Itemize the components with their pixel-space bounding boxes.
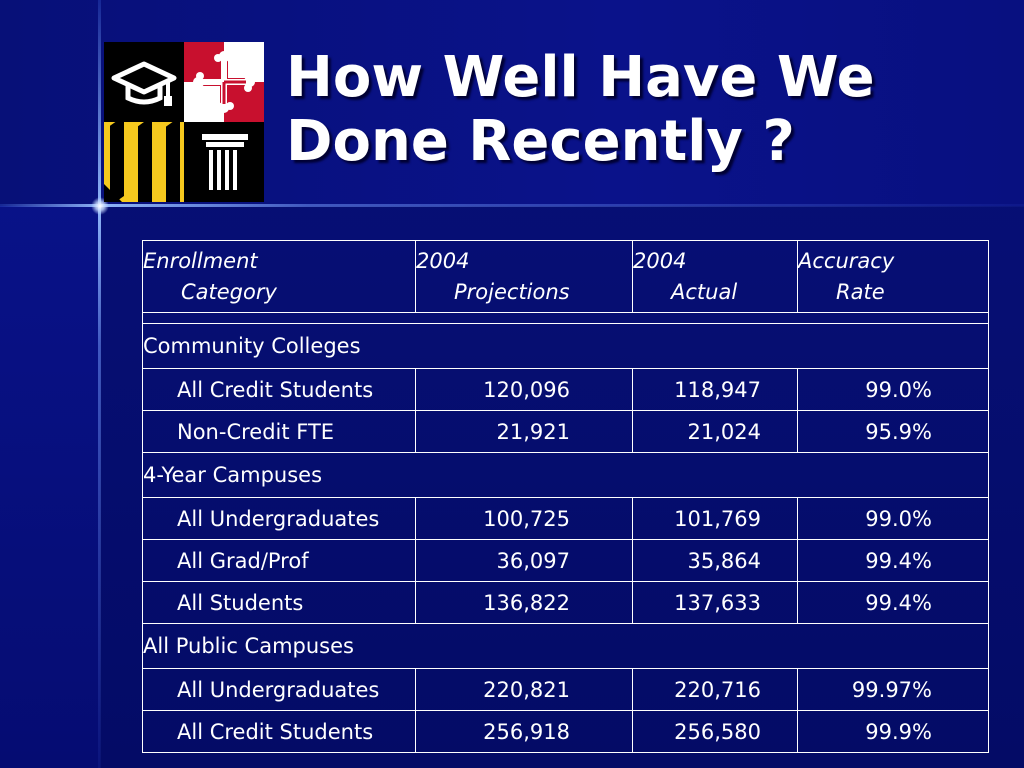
- cross-bottony-icon: [184, 42, 264, 122]
- section-title: 4-Year Campuses: [142, 452, 989, 498]
- enrollment-accuracy-table: Enrollment Category 2004 Projections 200…: [142, 240, 989, 753]
- maryland-logo: [104, 42, 264, 202]
- rate-cell: 99.9%: [797, 710, 989, 753]
- enrollment-table-wrapper: Enrollment Category 2004 Projections 200…: [142, 240, 989, 753]
- row-label: Non-Credit FTE: [142, 410, 416, 453]
- row-label: All Undergraduates: [142, 497, 416, 540]
- projection-cell: 36,097: [415, 539, 633, 582]
- row-label: All Undergraduates: [142, 668, 416, 711]
- section-title: Community Colleges: [142, 323, 989, 369]
- title-line-1: How Well Have We: [286, 45, 875, 110]
- header-line: 2004: [633, 248, 687, 273]
- table-row: All Credit Students 120,096 118,947 99.0…: [142, 368, 989, 411]
- projection-cell: 220,821: [415, 668, 633, 711]
- projection-cell: 120,096: [415, 368, 633, 411]
- table-row: All Students 136,822 137,633 99.4%: [142, 581, 989, 624]
- calvert-pattern-icon: [104, 122, 184, 202]
- header-actual: 2004 Actual: [632, 240, 798, 313]
- table-row: All Grad/Prof 36,097 35,864 99.4%: [142, 539, 989, 582]
- projection-cell: 100,725: [415, 497, 633, 540]
- actual-cell: 220,716: [632, 668, 798, 711]
- row-label: All Students: [142, 581, 416, 624]
- table-header-row: Enrollment Category 2004 Projections 200…: [142, 240, 989, 313]
- horizontal-light-line: [0, 204, 1024, 207]
- row-label: All Credit Students: [142, 368, 416, 411]
- vertical-light-line: [98, 0, 101, 768]
- projection-cell: 256,918: [415, 710, 633, 753]
- actual-cell: 256,580: [632, 710, 798, 753]
- row-label: All Grad/Prof: [142, 539, 416, 582]
- rate-cell: 99.4%: [797, 539, 989, 582]
- header-line: Enrollment: [143, 248, 258, 273]
- spacer-cell: [142, 312, 989, 324]
- table-row: Non-Credit FTE 21,921 21,024 95.9%: [142, 410, 989, 453]
- rate-cell: 95.9%: [797, 410, 989, 453]
- actual-cell: 137,633: [632, 581, 798, 624]
- rate-cell: 99.0%: [797, 368, 989, 411]
- table-row: All Credit Students 256,918 256,580 99.9…: [142, 710, 989, 753]
- header-projections: 2004 Projections: [415, 240, 633, 313]
- rate-cell: 99.97%: [797, 668, 989, 711]
- actual-cell: 118,947: [632, 368, 798, 411]
- projection-cell: 21,921: [415, 410, 633, 453]
- header-accuracy-rate: Accuracy Rate: [797, 240, 989, 313]
- header-line: Category: [181, 279, 277, 304]
- table-row: All Undergraduates 220,821 220,716 99.97…: [142, 668, 989, 711]
- rate-cell: 99.0%: [797, 497, 989, 540]
- actual-cell: 101,769: [632, 497, 798, 540]
- section-row: Community Colleges: [142, 323, 989, 369]
- projection-cell: 136,822: [415, 581, 633, 624]
- table-row: All Undergraduates 100,725 101,769 99.0%: [142, 497, 989, 540]
- table-spacer-row: [142, 312, 989, 324]
- graduation-cap-icon: [104, 42, 184, 122]
- section-row: 4-Year Campuses: [142, 452, 989, 498]
- header-line: 2004: [416, 248, 470, 273]
- header-enrollment-category: Enrollment Category: [142, 240, 416, 313]
- header-line: Accuracy: [798, 248, 895, 273]
- rate-cell: 99.4%: [797, 581, 989, 624]
- header-line: Actual: [671, 279, 738, 304]
- row-label: All Credit Students: [142, 710, 416, 753]
- section-title: All Public Campuses: [142, 623, 989, 669]
- actual-cell: 35,864: [632, 539, 798, 582]
- header-line: Projections: [454, 279, 570, 304]
- actual-cell: 21,024: [632, 410, 798, 453]
- slide-title: How Well Have We Done Recently ?: [286, 46, 986, 174]
- column-pillar-icon: [184, 122, 264, 202]
- header-line: Rate: [836, 279, 885, 304]
- section-row: All Public Campuses: [142, 623, 989, 669]
- title-line-2: Done Recently ?: [286, 109, 795, 174]
